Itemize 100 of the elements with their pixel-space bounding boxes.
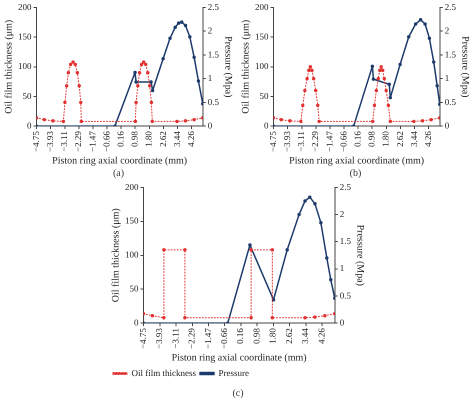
point <box>150 314 154 318</box>
point <box>134 80 138 84</box>
point <box>423 22 427 26</box>
point <box>62 120 66 124</box>
point <box>63 100 67 104</box>
x-tick-label: −4.75 <box>268 130 278 152</box>
point <box>376 76 380 80</box>
y-axis-title: Oil film thickness (μm) <box>4 20 15 114</box>
x-tick-label: −3.11 <box>296 131 306 152</box>
point <box>196 79 200 83</box>
text: (a) <box>112 168 126 180</box>
point <box>313 202 317 206</box>
point <box>381 68 384 72</box>
x-axis-title: Piston ring axial coordinate (mm) <box>289 156 424 167</box>
y-tick-label: 0 <box>264 120 269 131</box>
point <box>308 65 312 68</box>
x-tick-label: −2.29 <box>73 130 84 152</box>
point <box>150 120 154 124</box>
point <box>420 119 424 123</box>
point <box>192 118 196 122</box>
point <box>307 68 311 72</box>
y-tick-label: 50 <box>22 90 32 101</box>
y-tick-label: 0 <box>27 120 32 131</box>
point <box>248 243 252 247</box>
y-tick-label: 100 <box>18 61 32 72</box>
point <box>382 76 386 80</box>
x-axis-title: Piston ring axial coordinate (mm) <box>172 352 307 364</box>
x-tick-label: 2.62 <box>284 328 294 344</box>
point <box>418 18 422 22</box>
point <box>412 120 416 124</box>
y-axis-title: Oil film thickness (μm) <box>110 208 122 302</box>
x-tick-label: 0.16 <box>352 130 362 147</box>
point <box>76 71 80 74</box>
point <box>176 21 180 25</box>
point <box>432 60 436 64</box>
x-tick-label: −2.29 <box>310 130 320 152</box>
y2-tick-label: 1.5 <box>444 49 456 60</box>
x-tick-label: 3.44 <box>172 130 182 147</box>
x-tick-label: −0.66 <box>338 130 348 152</box>
point <box>317 120 321 124</box>
y2-tick-label: 1.5 <box>340 236 352 246</box>
point <box>371 120 374 124</box>
point <box>374 88 378 92</box>
point <box>138 71 142 74</box>
line-series <box>144 248 335 320</box>
point <box>162 248 166 252</box>
x-tick-label: 2.62 <box>158 131 168 147</box>
point <box>388 120 392 124</box>
y2-tick-label: 0 <box>340 318 345 328</box>
y2-axis-title: Pressure (Mpa) <box>222 36 234 98</box>
point <box>407 35 410 39</box>
x-tick-label: 1.80 <box>268 328 278 344</box>
x-tick-label: 0.98 <box>130 130 140 147</box>
point <box>150 100 154 104</box>
x-tick-label: −3.93 <box>282 130 292 152</box>
point <box>386 104 390 108</box>
point <box>150 88 154 92</box>
point <box>329 278 332 282</box>
y2-tick-label: 0.5 <box>340 290 352 300</box>
point <box>144 62 148 66</box>
point <box>270 316 274 320</box>
point <box>188 35 192 39</box>
x-tick-label: 1.80 <box>144 130 154 147</box>
y2-tick-label: 1 <box>208 73 212 84</box>
point <box>428 36 432 40</box>
point <box>80 120 83 124</box>
point <box>142 60 146 64</box>
point <box>71 60 75 64</box>
point <box>175 120 179 124</box>
point <box>372 104 376 108</box>
y-tick-label: 150 <box>255 31 269 42</box>
point <box>184 119 188 123</box>
y-tick-label: 150 <box>125 216 139 226</box>
x-tick-label: −4.75 <box>30 130 41 152</box>
point <box>249 248 253 252</box>
x-tick-label: 4.26 <box>423 130 434 147</box>
point <box>146 71 150 74</box>
point <box>305 76 309 80</box>
point <box>51 119 55 123</box>
point <box>310 68 314 72</box>
y2-axis-title: Pressure (Mpa) <box>354 224 366 286</box>
point <box>183 316 187 320</box>
point <box>148 84 152 88</box>
point <box>313 315 317 319</box>
y-tick-label: 200 <box>125 182 139 192</box>
y2-tick-label: 2 <box>340 208 344 219</box>
point <box>372 77 376 81</box>
point <box>319 221 323 224</box>
x-tick-label: −3.11 <box>59 131 70 152</box>
point <box>74 62 77 66</box>
x-tick-label: −3.93 <box>154 328 164 349</box>
x-tick-label: 4.26 <box>186 130 196 147</box>
x-tick-label: 3.44 <box>300 328 310 344</box>
x-tick-label: 1.80 <box>380 130 391 147</box>
y-tick-label: 100 <box>125 250 139 260</box>
point <box>414 22 418 26</box>
point <box>64 84 68 88</box>
point <box>301 104 304 108</box>
y2-axis-title: Pressure (Mpa) <box>459 36 470 98</box>
point <box>78 84 81 88</box>
